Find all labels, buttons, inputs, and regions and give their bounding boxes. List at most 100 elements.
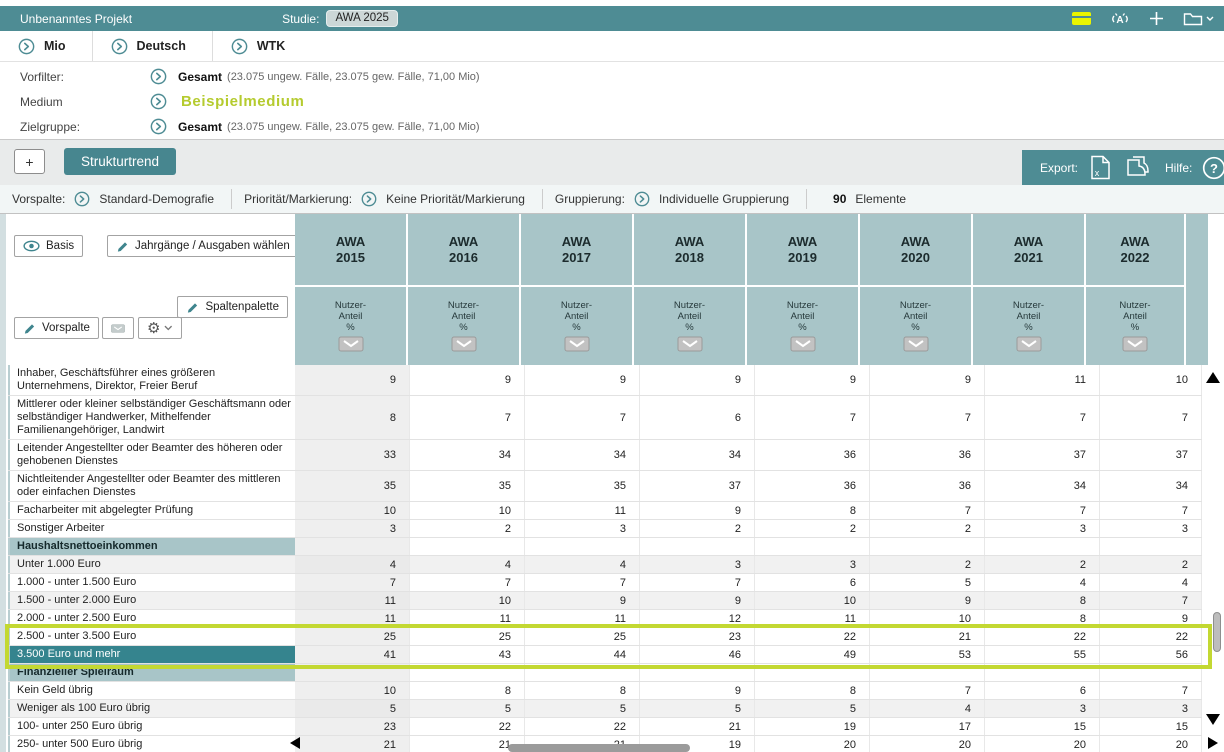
medium-label: Medium xyxy=(0,95,150,109)
value-cell: 9 xyxy=(870,592,985,609)
value-cell: 20 xyxy=(755,736,870,752)
envelope-icon[interactable] xyxy=(903,336,929,352)
table-row[interactable]: Inhaber, Geschäftsführer eines größeren … xyxy=(8,365,1202,396)
strukturtrend-tab[interactable]: Strukturtrend xyxy=(64,148,176,175)
value-cell: 4 xyxy=(410,556,525,573)
table-row[interactable]: 3.500 Euro und mehr4143444649535556 xyxy=(8,646,1202,664)
studie-badge[interactable]: AWA 2025 xyxy=(326,10,398,27)
value-cell: 36 xyxy=(870,471,985,501)
table-row[interactable]: 1.500 - unter 2.000 Euro11109910987 xyxy=(8,592,1202,610)
table-row[interactable]: 100- unter 250 Euro übrig232222211917151… xyxy=(8,718,1202,736)
envelope-icon[interactable] xyxy=(338,336,364,352)
zielgruppe-detail: (23.075 ungew. Fälle, 23.075 gew. Fälle,… xyxy=(227,121,480,133)
table-row[interactable]: Kein Geld übrig108898767 xyxy=(8,682,1202,700)
scroll-down-arrow[interactable] xyxy=(1206,714,1220,725)
table-row[interactable]: Facharbeiter mit abgelegter Prüfung10101… xyxy=(8,502,1202,520)
value-cell: 5 xyxy=(640,700,755,717)
scroll-right-arrow[interactable] xyxy=(1208,737,1218,749)
mode-deutsch[interactable]: Deutsch xyxy=(93,31,213,61)
row-label[interactable]: 3.500 Euro und mehr xyxy=(8,646,295,663)
value-cell: 34 xyxy=(640,440,755,470)
column-header-awa-2015[interactable]: AWA2015Nutzer-Anteil% xyxy=(295,214,408,365)
column-header-awa-2017[interactable]: AWA2017Nutzer-Anteil% xyxy=(521,214,634,365)
open-project-icon[interactable] xyxy=(1183,11,1214,26)
row-label[interactable]: 1.000 - unter 1.500 Euro xyxy=(8,574,295,591)
value-cell: 15 xyxy=(985,718,1100,735)
row-label[interactable]: Nichtleitender Angestellter oder Beamter… xyxy=(8,471,295,501)
table-row[interactable]: Weniger als 100 Euro übrig55555433 xyxy=(8,700,1202,718)
chevron-circle-icon[interactable] xyxy=(150,93,167,110)
table-row[interactable]: Leitender Angestellter oder Beamter des … xyxy=(8,440,1202,471)
section-row[interactable]: Finanzieller Spielraum xyxy=(8,664,1202,682)
medium-value[interactable]: Beispielmedium xyxy=(181,93,304,110)
row-label[interactable]: Leitender Angestellter oder Beamter des … xyxy=(8,440,295,470)
add-tab-button[interactable]: + xyxy=(14,149,45,174)
table-row[interactable]: Mittlerer oder kleiner selbständiger Ges… xyxy=(8,396,1202,440)
row-label[interactable]: Weniger als 100 Euro übrig xyxy=(8,700,295,717)
table-row[interactable]: Nichtleitender Angestellter oder Beamter… xyxy=(8,471,1202,502)
table-row[interactable]: Unter 1.000 Euro44433222 xyxy=(8,556,1202,574)
value-cell: 23 xyxy=(640,628,755,645)
antenna-icon[interactable]: A xyxy=(1110,11,1130,27)
table-body: Inhaber, Geschäftsführer eines größeren … xyxy=(8,365,1202,752)
copy-export-icon[interactable] xyxy=(1125,155,1151,180)
section-row[interactable]: Haushaltsnettoeinkommen xyxy=(8,538,1202,556)
vorfilter-value[interactable]: Gesamt xyxy=(178,70,222,84)
value-cell: 7 xyxy=(1100,682,1202,699)
row-label[interactable]: Mittlerer oder kleiner selbständiger Ges… xyxy=(8,396,295,439)
value-cell: 3 xyxy=(525,520,640,537)
column-header-awa-2016[interactable]: AWA2016Nutzer-Anteil% xyxy=(408,214,521,365)
column-header-awa-2019[interactable]: AWA2019Nutzer-Anteil% xyxy=(747,214,860,365)
scroll-left-arrow[interactable] xyxy=(290,737,300,749)
table-row[interactable]: 1.000 - unter 1.500 Euro77776544 xyxy=(8,574,1202,592)
envelope-icon[interactable] xyxy=(677,336,703,352)
chevron-circle-icon[interactable] xyxy=(150,118,167,135)
zielgruppe-value[interactable]: Gesamt xyxy=(178,120,222,134)
value-cell: 7 xyxy=(295,574,410,591)
chevron-circle-icon[interactable] xyxy=(150,68,167,85)
mode-label: Mio xyxy=(44,39,66,53)
column-header-awa-2020[interactable]: AWA2020Nutzer-Anteil% xyxy=(860,214,973,365)
value-cell: 3 xyxy=(755,556,870,573)
row-label[interactable]: Unter 1.000 Euro xyxy=(8,556,295,573)
column-header-awa-2022[interactable]: AWA2022Nutzer-Anteil% xyxy=(1086,214,1186,365)
envelope-icon[interactable] xyxy=(1016,336,1042,352)
row-label[interactable]: Kein Geld übrig xyxy=(8,682,295,699)
help-icon[interactable]: ? xyxy=(1202,156,1224,180)
row-label[interactable]: Finanzieller Spielraum xyxy=(8,664,295,681)
column-header-awa-2018[interactable]: AWA2018Nutzer-Anteil% xyxy=(634,214,747,365)
row-label[interactable]: 1.500 - unter 2.000 Euro xyxy=(8,592,295,609)
row-label[interactable]: Haushaltsnettoeinkommen xyxy=(8,538,295,555)
vertical-scrollbar-thumb[interactable] xyxy=(1213,612,1221,652)
table-row[interactable]: 2.000 - unter 2.500 Euro11111112111089 xyxy=(8,610,1202,628)
excel-export-icon[interactable]: x xyxy=(1090,155,1111,180)
horizontal-scrollbar-thumb[interactable] xyxy=(508,744,690,752)
prioritaet-setting[interactable]: Priorität/Markierung: Keine Priorität/Ma… xyxy=(232,189,543,209)
row-label[interactable]: Inhaber, Geschäftsführer eines größeren … xyxy=(8,365,295,395)
vorspalte-setting[interactable]: Vorspalte: Standard-Demografie xyxy=(0,189,232,209)
value-cell xyxy=(985,538,1100,555)
envelope-icon[interactable] xyxy=(1122,336,1148,352)
value-cell: 33 xyxy=(295,440,410,470)
row-label[interactable]: 2.000 - unter 2.500 Euro xyxy=(8,610,295,627)
envelope-icon[interactable] xyxy=(451,336,477,352)
envelope-icon[interactable] xyxy=(790,336,816,352)
row-label[interactable]: 250- unter 500 Euro übrig xyxy=(8,736,295,752)
mode-wtk[interactable]: WTK xyxy=(213,31,311,61)
row-label[interactable]: Facharbeiter mit abgelegter Prüfung xyxy=(8,502,295,519)
table-row[interactable]: Sonstiger Arbeiter32322233 xyxy=(8,520,1202,538)
mode-mio[interactable]: Mio xyxy=(0,31,93,61)
column-header-awa-2021[interactable]: AWA2021Nutzer-Anteil% xyxy=(973,214,1086,365)
value-cell: 11 xyxy=(295,610,410,627)
row-label[interactable]: 100- unter 250 Euro übrig xyxy=(8,718,295,735)
notes-icon[interactable] xyxy=(1072,12,1091,25)
row-label[interactable]: 2.500 - unter 3.500 Euro xyxy=(8,628,295,645)
table-row[interactable]: 2.500 - unter 3.500 Euro2525252322212222 xyxy=(8,628,1202,646)
value-cell: 34 xyxy=(410,440,525,470)
add-icon[interactable] xyxy=(1149,11,1164,26)
scroll-up-arrow[interactable] xyxy=(1206,372,1220,383)
gruppierung-setting[interactable]: Gruppierung: Individuelle Gruppierung xyxy=(543,189,807,209)
row-label[interactable]: Sonstiger Arbeiter xyxy=(8,520,295,537)
value-cell: 6 xyxy=(755,574,870,591)
envelope-icon[interactable] xyxy=(564,336,590,352)
